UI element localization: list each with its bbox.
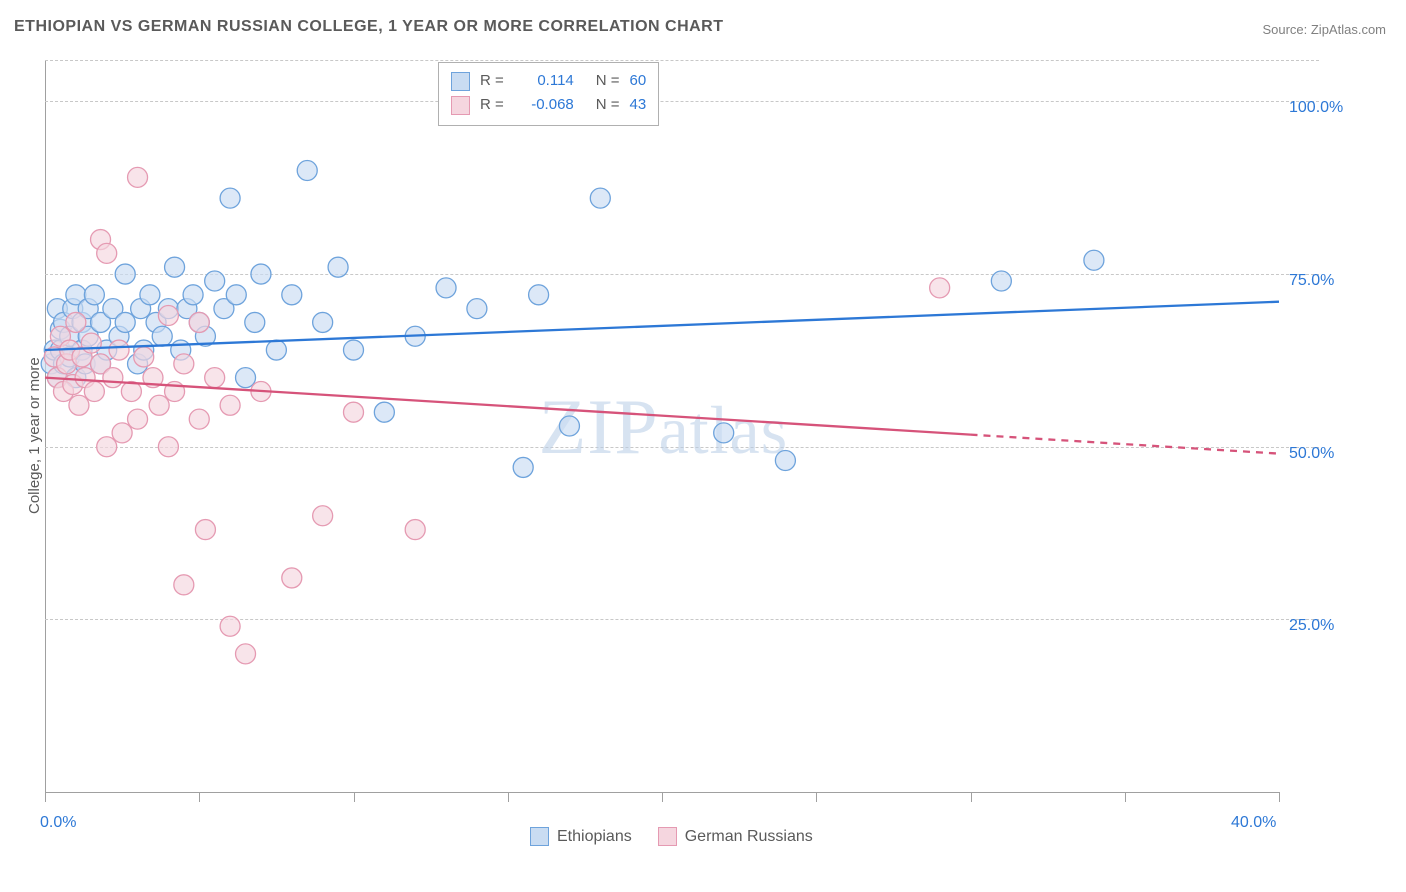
scatter-point: [174, 354, 194, 374]
scatter-point: [405, 520, 425, 540]
correlation-legend: R = 0.114 N = 60 R = -0.068 N = 43: [438, 62, 659, 126]
legend-r-label: R =: [480, 93, 504, 117]
legend-r-value: -0.068: [514, 93, 574, 117]
scatter-point: [1084, 250, 1104, 270]
scatter-point: [220, 395, 240, 415]
scatter-point: [205, 368, 225, 388]
scatter-point: [226, 285, 246, 305]
scatter-point: [220, 188, 240, 208]
scatter-point: [313, 312, 333, 332]
legend-row: R = 0.114 N = 60: [451, 69, 646, 93]
scatter-point: [158, 306, 178, 326]
scatter-point: [97, 437, 117, 457]
legend-row: R = -0.068 N = 43: [451, 93, 646, 117]
scatter-point: [183, 285, 203, 305]
scatter-point: [297, 160, 317, 180]
scatter-point: [282, 568, 302, 588]
scatter-point: [714, 423, 734, 443]
legend-n-label: N =: [596, 93, 620, 117]
scatter-point: [282, 285, 302, 305]
scatter-point: [344, 340, 364, 360]
scatter-point: [128, 167, 148, 187]
scatter-point: [174, 575, 194, 595]
scatter-point: [149, 395, 169, 415]
scatter-point: [436, 278, 456, 298]
legend-r-label: R =: [480, 69, 504, 93]
scatter-point: [165, 257, 185, 277]
scatter-point: [152, 326, 172, 346]
legend-n-label: N =: [596, 69, 620, 93]
series-legend-item: German Russians: [658, 827, 813, 846]
legend-swatch: [530, 827, 549, 846]
scatter-point: [140, 285, 160, 305]
scatter-point: [930, 278, 950, 298]
scatter-point: [236, 368, 256, 388]
scatter-point: [251, 264, 271, 284]
scatter-point: [128, 409, 148, 429]
scatter-point: [205, 271, 225, 291]
scatter-svg: [0, 0, 1406, 892]
scatter-point: [115, 312, 135, 332]
scatter-point: [266, 340, 286, 360]
scatter-point: [313, 506, 333, 526]
legend-n-value: 43: [630, 93, 647, 117]
scatter-point: [245, 312, 265, 332]
scatter-point: [189, 312, 209, 332]
series-legend-item: Ethiopians: [530, 827, 632, 846]
legend-swatch: [451, 72, 470, 91]
scatter-point: [112, 423, 132, 443]
scatter-point: [374, 402, 394, 422]
scatter-point: [84, 285, 104, 305]
scatter-point: [66, 312, 86, 332]
legend-swatch: [658, 827, 677, 846]
scatter-point: [559, 416, 579, 436]
scatter-point: [115, 264, 135, 284]
legend-r-value: 0.114: [514, 69, 574, 93]
scatter-point: [328, 257, 348, 277]
scatter-point: [775, 451, 795, 471]
regression-line: [45, 378, 971, 435]
scatter-point: [189, 409, 209, 429]
scatter-point: [195, 520, 215, 540]
scatter-point: [529, 285, 549, 305]
series-legend-label: German Russians: [685, 828, 813, 846]
scatter-point: [513, 457, 533, 477]
legend-swatch: [451, 96, 470, 115]
scatter-point: [236, 644, 256, 664]
scatter-point: [134, 347, 154, 367]
series-legend: Ethiopians German Russians: [530, 827, 813, 846]
legend-n-value: 60: [630, 69, 647, 93]
scatter-point: [81, 333, 101, 353]
scatter-point: [84, 381, 104, 401]
scatter-point: [220, 616, 240, 636]
scatter-point: [69, 395, 89, 415]
scatter-point: [103, 368, 123, 388]
scatter-point: [109, 340, 129, 360]
scatter-point: [97, 243, 117, 263]
scatter-point: [467, 299, 487, 319]
series-legend-label: Ethiopians: [557, 828, 632, 846]
scatter-point: [991, 271, 1011, 291]
scatter-point: [590, 188, 610, 208]
scatter-point: [158, 437, 178, 457]
regression-line-dashed: [971, 435, 1280, 454]
scatter-point: [344, 402, 364, 422]
